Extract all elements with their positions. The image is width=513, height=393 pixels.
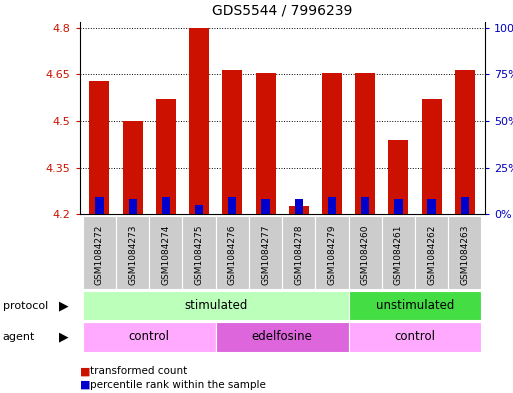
- Bar: [116, 216, 149, 289]
- Bar: [361, 197, 369, 214]
- Bar: [328, 197, 336, 214]
- Text: GSM1084272: GSM1084272: [95, 225, 104, 285]
- Bar: [382, 216, 415, 289]
- Bar: [129, 198, 137, 214]
- Text: GSM1084273: GSM1084273: [128, 225, 137, 285]
- Bar: [448, 216, 482, 289]
- Bar: [123, 121, 143, 214]
- Bar: [189, 28, 209, 214]
- Text: ▶: ▶: [60, 299, 69, 312]
- Bar: [183, 216, 215, 289]
- Bar: [315, 216, 349, 289]
- Text: GSM1084261: GSM1084261: [394, 225, 403, 285]
- Text: agent: agent: [3, 332, 35, 342]
- Text: ■: ■: [80, 380, 90, 390]
- Title: GDS5544 / 7996239: GDS5544 / 7996239: [212, 4, 352, 18]
- Bar: [95, 197, 104, 214]
- Bar: [394, 198, 403, 214]
- Bar: [422, 99, 442, 214]
- Bar: [349, 216, 382, 289]
- Bar: [427, 198, 436, 214]
- Bar: [294, 198, 303, 214]
- Bar: [455, 70, 475, 214]
- Text: percentile rank within the sample: percentile rank within the sample: [90, 380, 266, 390]
- Bar: [228, 197, 236, 214]
- Text: control: control: [129, 331, 170, 343]
- Text: unstimulated: unstimulated: [376, 299, 454, 312]
- Bar: [249, 216, 282, 289]
- Text: ■: ■: [80, 366, 90, 376]
- Text: stimulated: stimulated: [184, 299, 247, 312]
- Bar: [83, 291, 349, 320]
- Bar: [195, 205, 203, 214]
- Text: transformed count: transformed count: [90, 366, 187, 376]
- Bar: [149, 216, 183, 289]
- Bar: [262, 198, 270, 214]
- Text: GSM1084274: GSM1084274: [162, 225, 170, 285]
- Bar: [415, 216, 448, 289]
- Text: GSM1084278: GSM1084278: [294, 225, 303, 285]
- Text: edelfosine: edelfosine: [252, 331, 312, 343]
- Bar: [388, 140, 408, 214]
- Text: GSM1084275: GSM1084275: [194, 225, 204, 285]
- Bar: [215, 322, 349, 352]
- Text: control: control: [394, 331, 436, 343]
- Bar: [83, 216, 116, 289]
- Text: GSM1084279: GSM1084279: [327, 225, 337, 285]
- Text: GSM1084260: GSM1084260: [361, 225, 370, 285]
- Bar: [289, 206, 309, 214]
- Text: GSM1084277: GSM1084277: [261, 225, 270, 285]
- Bar: [222, 70, 242, 214]
- Bar: [322, 73, 342, 214]
- Text: protocol: protocol: [3, 301, 48, 310]
- Text: GSM1084276: GSM1084276: [228, 225, 237, 285]
- Bar: [89, 81, 109, 214]
- Bar: [83, 322, 215, 352]
- Bar: [156, 99, 176, 214]
- Text: ▶: ▶: [60, 331, 69, 343]
- Text: GSM1084262: GSM1084262: [427, 225, 436, 285]
- Bar: [215, 216, 249, 289]
- Text: GSM1084263: GSM1084263: [460, 225, 469, 285]
- Bar: [282, 216, 315, 289]
- Bar: [255, 73, 275, 214]
- Bar: [355, 73, 375, 214]
- Bar: [349, 322, 482, 352]
- Bar: [162, 197, 170, 214]
- Bar: [349, 291, 482, 320]
- Bar: [461, 197, 469, 214]
